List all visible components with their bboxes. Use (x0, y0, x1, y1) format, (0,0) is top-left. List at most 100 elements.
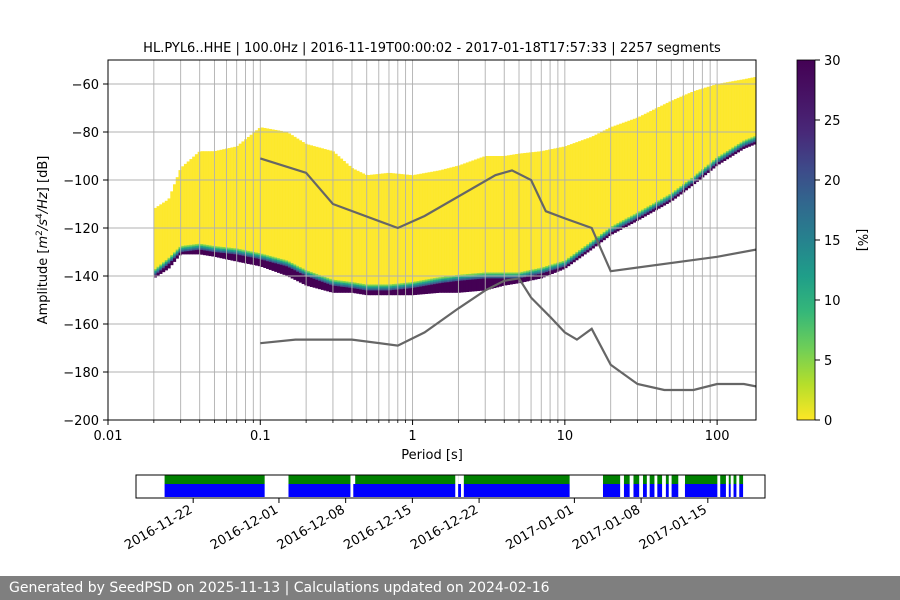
heatmap-cell (419, 285, 423, 287)
heatmap-cell (731, 152, 735, 154)
heatmap-cell (320, 276, 324, 278)
heatmap-cell (183, 163, 188, 246)
heatmap-cell (468, 277, 472, 279)
heatmap-cell (334, 280, 338, 283)
heatmap-cell (372, 174, 376, 285)
heatmap-cell (394, 285, 398, 287)
heatmap-cell (742, 145, 746, 147)
heatmap-cell (159, 264, 163, 266)
heatmap-cell (597, 235, 601, 238)
heatmap-cell (381, 285, 385, 287)
heatmap-cell (567, 258, 571, 260)
heatmap-cell (561, 261, 565, 264)
heatmap-mode-cell (413, 287, 418, 295)
heatmap-cell (463, 163, 467, 275)
heatmap-cell (408, 283, 412, 285)
heatmap-cell (315, 274, 319, 276)
heatmap-cell (575, 251, 579, 254)
heatmap-cell (671, 195, 675, 197)
heatmap-cell (397, 288, 401, 290)
heatmap-cell (391, 284, 396, 287)
heatmap-cell (657, 106, 661, 201)
heatmap-cell (545, 266, 549, 269)
heatmap-mode-cell (641, 215, 645, 219)
heatmap-cell (367, 288, 371, 290)
heatmap-cell (476, 278, 480, 280)
heatmap-mode-cell (350, 288, 355, 293)
heatmap-mode-cell (569, 261, 574, 265)
heatmap-cell (575, 142, 579, 252)
heatmap-cell (329, 283, 333, 285)
heatmap-cell (307, 274, 311, 277)
heatmap-cell (266, 259, 270, 261)
heatmap-mode-cell (298, 273, 303, 283)
heatmap-cell (599, 235, 604, 238)
heatmap-cell (350, 287, 355, 289)
heatmap-cell (282, 262, 286, 264)
heatmap-cell (550, 269, 554, 271)
heatmap-mode-cell (723, 158, 727, 161)
colorbar-tick-label: 10 (824, 294, 841, 309)
heatmap-cell (353, 287, 357, 289)
heatmap-cell (189, 159, 193, 245)
heatmap-cell (181, 247, 185, 249)
heatmap-cell (545, 265, 549, 268)
colorbar-tick-label: 30 (824, 54, 841, 69)
heatmap-cell (159, 267, 163, 269)
heatmap-cell (476, 277, 480, 279)
heatmap-cell (279, 258, 283, 260)
heatmap-cell (553, 267, 557, 269)
heatmap-cell (230, 249, 234, 252)
heatmap-cell (569, 260, 574, 263)
heatmap-cell (589, 242, 593, 244)
heatmap-cell (178, 250, 182, 253)
heatmap-cell (446, 281, 450, 283)
heatmap-cell (569, 255, 574, 258)
heatmap-cell (750, 142, 754, 144)
heatmap-cell (216, 248, 220, 250)
heatmap-cell (356, 285, 360, 288)
heatmap-cell (520, 274, 524, 276)
heatmap-cell (605, 232, 609, 234)
heatmap-cell (167, 257, 171, 259)
heatmap-cell (235, 248, 240, 250)
heatmap-cell (296, 268, 300, 270)
heatmap-cell (526, 270, 530, 272)
heatmap-cell (214, 246, 218, 248)
heatmap-cell (422, 283, 426, 285)
heatmap-cell (326, 278, 330, 280)
heatmap-cell (709, 164, 713, 166)
heatmap-cell (394, 283, 398, 285)
heatmap-cell (427, 284, 431, 286)
heatmap-cell (684, 181, 688, 184)
heatmap-cell (416, 286, 420, 288)
heatmap-cell (402, 284, 407, 287)
heatmap-mode-cell (509, 278, 513, 285)
heatmap-cell (646, 211, 650, 213)
heatmap-mode-cell (405, 288, 409, 296)
heatmap-cell (413, 282, 418, 284)
heatmap-cell (427, 283, 431, 285)
heatmap-cell (427, 281, 431, 283)
heatmap-cell (608, 231, 612, 233)
heatmap-cell (638, 213, 642, 215)
heatmap-cell (487, 156, 491, 273)
heatmap-cell (520, 153, 524, 272)
heatmap-cell (578, 249, 582, 252)
heatmap-cell (537, 270, 541, 272)
processed-data-segment (353, 475, 456, 484)
heatmap-cell (175, 251, 179, 253)
heatmap-cell (665, 195, 669, 197)
heatmap-cell (153, 271, 157, 274)
heatmap-cell (378, 286, 382, 288)
heatmap-mode-cell (493, 278, 497, 289)
heatmap-mode-cell (610, 231, 615, 235)
heatmap-cell (465, 276, 470, 278)
heatmap-cell (632, 218, 636, 220)
heatmap-cell (348, 285, 352, 287)
heatmap-cell (293, 269, 297, 271)
heatmap-cell (194, 246, 199, 248)
heatmap-cell (364, 288, 368, 290)
heatmap-cell (728, 154, 732, 156)
heatmap-cell (687, 180, 691, 183)
